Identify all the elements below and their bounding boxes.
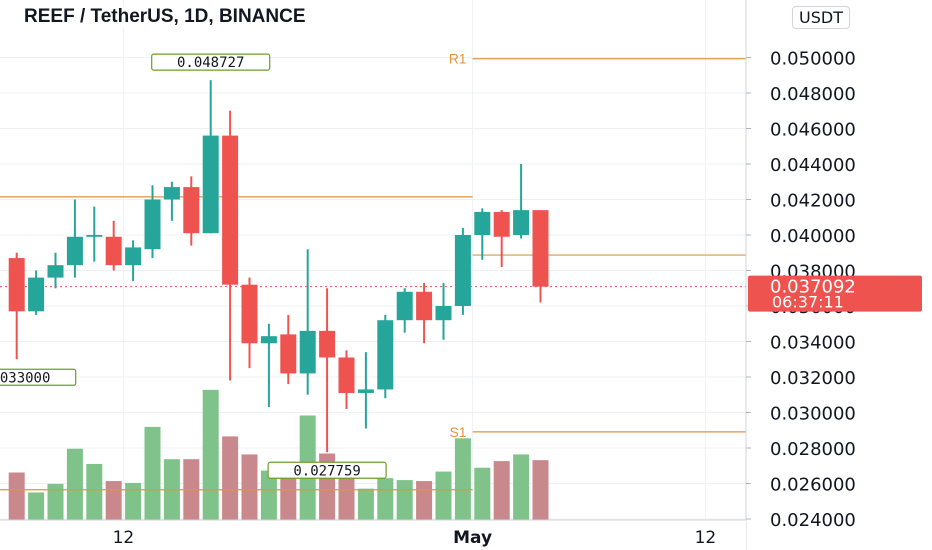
price-axis[interactable]: 0.024000 0.026000 0.028000 0.030000 0.032000…	[745, 0, 932, 550]
candle-body	[280, 334, 297, 374]
price-axis-bg	[746, 0, 932, 550]
currency-button[interactable]: USDT	[792, 6, 850, 29]
volume-bar	[280, 477, 297, 520]
price-annotation-box	[267, 461, 387, 479]
volume-bar	[28, 492, 45, 520]
candle-body	[66, 236, 83, 266]
time-tick-label: 12	[695, 528, 717, 548]
volume-bar	[86, 463, 103, 520]
volume-bar	[377, 478, 394, 520]
time-tick-label: 12	[113, 528, 135, 548]
price-tick-label: 0.048000	[770, 84, 856, 105]
volume-bar	[396, 480, 413, 520]
candle-body	[86, 235, 103, 237]
price-tick-label: 0.028000	[770, 439, 856, 460]
volume-bar	[260, 470, 277, 520]
candle-body	[493, 211, 510, 237]
price-tick-label: 0.042000	[770, 191, 856, 212]
volume-bar	[105, 481, 122, 520]
candle-body	[338, 357, 355, 393]
price-annotation-box	[151, 53, 271, 71]
pivot-levels: R1PS1	[0, 51, 746, 491]
volume-bar	[222, 436, 239, 520]
candle-body	[474, 211, 491, 235]
pivot-label: R1	[449, 51, 467, 67]
volume-bar	[474, 467, 491, 520]
volume-bar	[416, 481, 433, 520]
volume-bar	[47, 483, 64, 520]
pivot-label: S1	[449, 424, 466, 440]
volume-bar	[435, 471, 452, 520]
candle-body	[183, 187, 200, 234]
candlesticks	[8, 80, 549, 453]
price-annotation-label: 0.027759	[293, 463, 360, 479]
candle-body	[396, 291, 413, 321]
candle-body	[202, 135, 219, 234]
price-annotation-label: 0.048727	[177, 55, 244, 71]
price-tick-label: 0.030000	[770, 404, 856, 425]
chart-title: REEF / TetherUS, 1D, BINANCE	[20, 6, 310, 28]
candle-body	[416, 291, 433, 321]
candle-body	[28, 277, 45, 312]
candle-body	[105, 236, 122, 266]
candle-body	[222, 135, 239, 285]
grid	[0, 0, 746, 520]
volume-bar	[338, 474, 355, 520]
price-tick-label: 0.046000	[770, 120, 856, 141]
volume-bar	[357, 488, 374, 520]
candle-body	[435, 306, 452, 321]
volume-bar	[202, 389, 219, 520]
volume-bar	[8, 472, 25, 520]
candle-body	[163, 187, 180, 200]
candle-body	[144, 199, 161, 250]
price-tick-label: 0.034000	[770, 333, 856, 354]
candle-body	[377, 320, 394, 390]
volume-bars	[8, 389, 549, 520]
candle-body	[241, 284, 258, 344]
volume-bar	[144, 426, 161, 520]
volume-bar	[454, 438, 471, 520]
candle-body	[47, 265, 64, 278]
price-tick-label: 0.050000	[770, 49, 856, 70]
countdown-timer: 06:37:11	[772, 293, 844, 312]
volume-bar	[66, 448, 83, 520]
volume-bar	[241, 454, 258, 520]
price-tick-label: 0.026000	[770, 475, 856, 496]
candle-body	[125, 247, 142, 266]
price-annotation-label: 0.033000	[0, 370, 50, 386]
candle-body	[319, 330, 336, 358]
candle-body	[513, 210, 530, 235]
time-axis[interactable]: 12 May 12	[0, 519, 746, 550]
volume-bar	[493, 461, 510, 520]
candle-body	[8, 258, 25, 312]
last-price-tag	[748, 275, 922, 312]
price-tick-label: 0.024000	[770, 510, 856, 531]
price-annotation-box	[0, 368, 77, 386]
last-price-value: 0.037092	[770, 277, 856, 298]
candle-body	[357, 389, 374, 393]
candle-body	[260, 336, 277, 344]
candle-body	[299, 330, 316, 374]
candle-body	[532, 210, 549, 287]
volume-bar	[532, 460, 549, 520]
price-tick-label: 0.032000	[770, 368, 856, 389]
time-tick-label: May	[453, 528, 492, 548]
price-tick-label: 0.040000	[770, 226, 856, 247]
time-axis-bg	[0, 520, 746, 550]
price-tick-label: 0.044000	[770, 155, 856, 176]
candle-body	[454, 235, 471, 306]
volume-bar	[513, 454, 530, 520]
price-annotations: 0.048727 0.027759 0.033000	[0, 53, 387, 479]
volume-bar	[125, 482, 142, 520]
